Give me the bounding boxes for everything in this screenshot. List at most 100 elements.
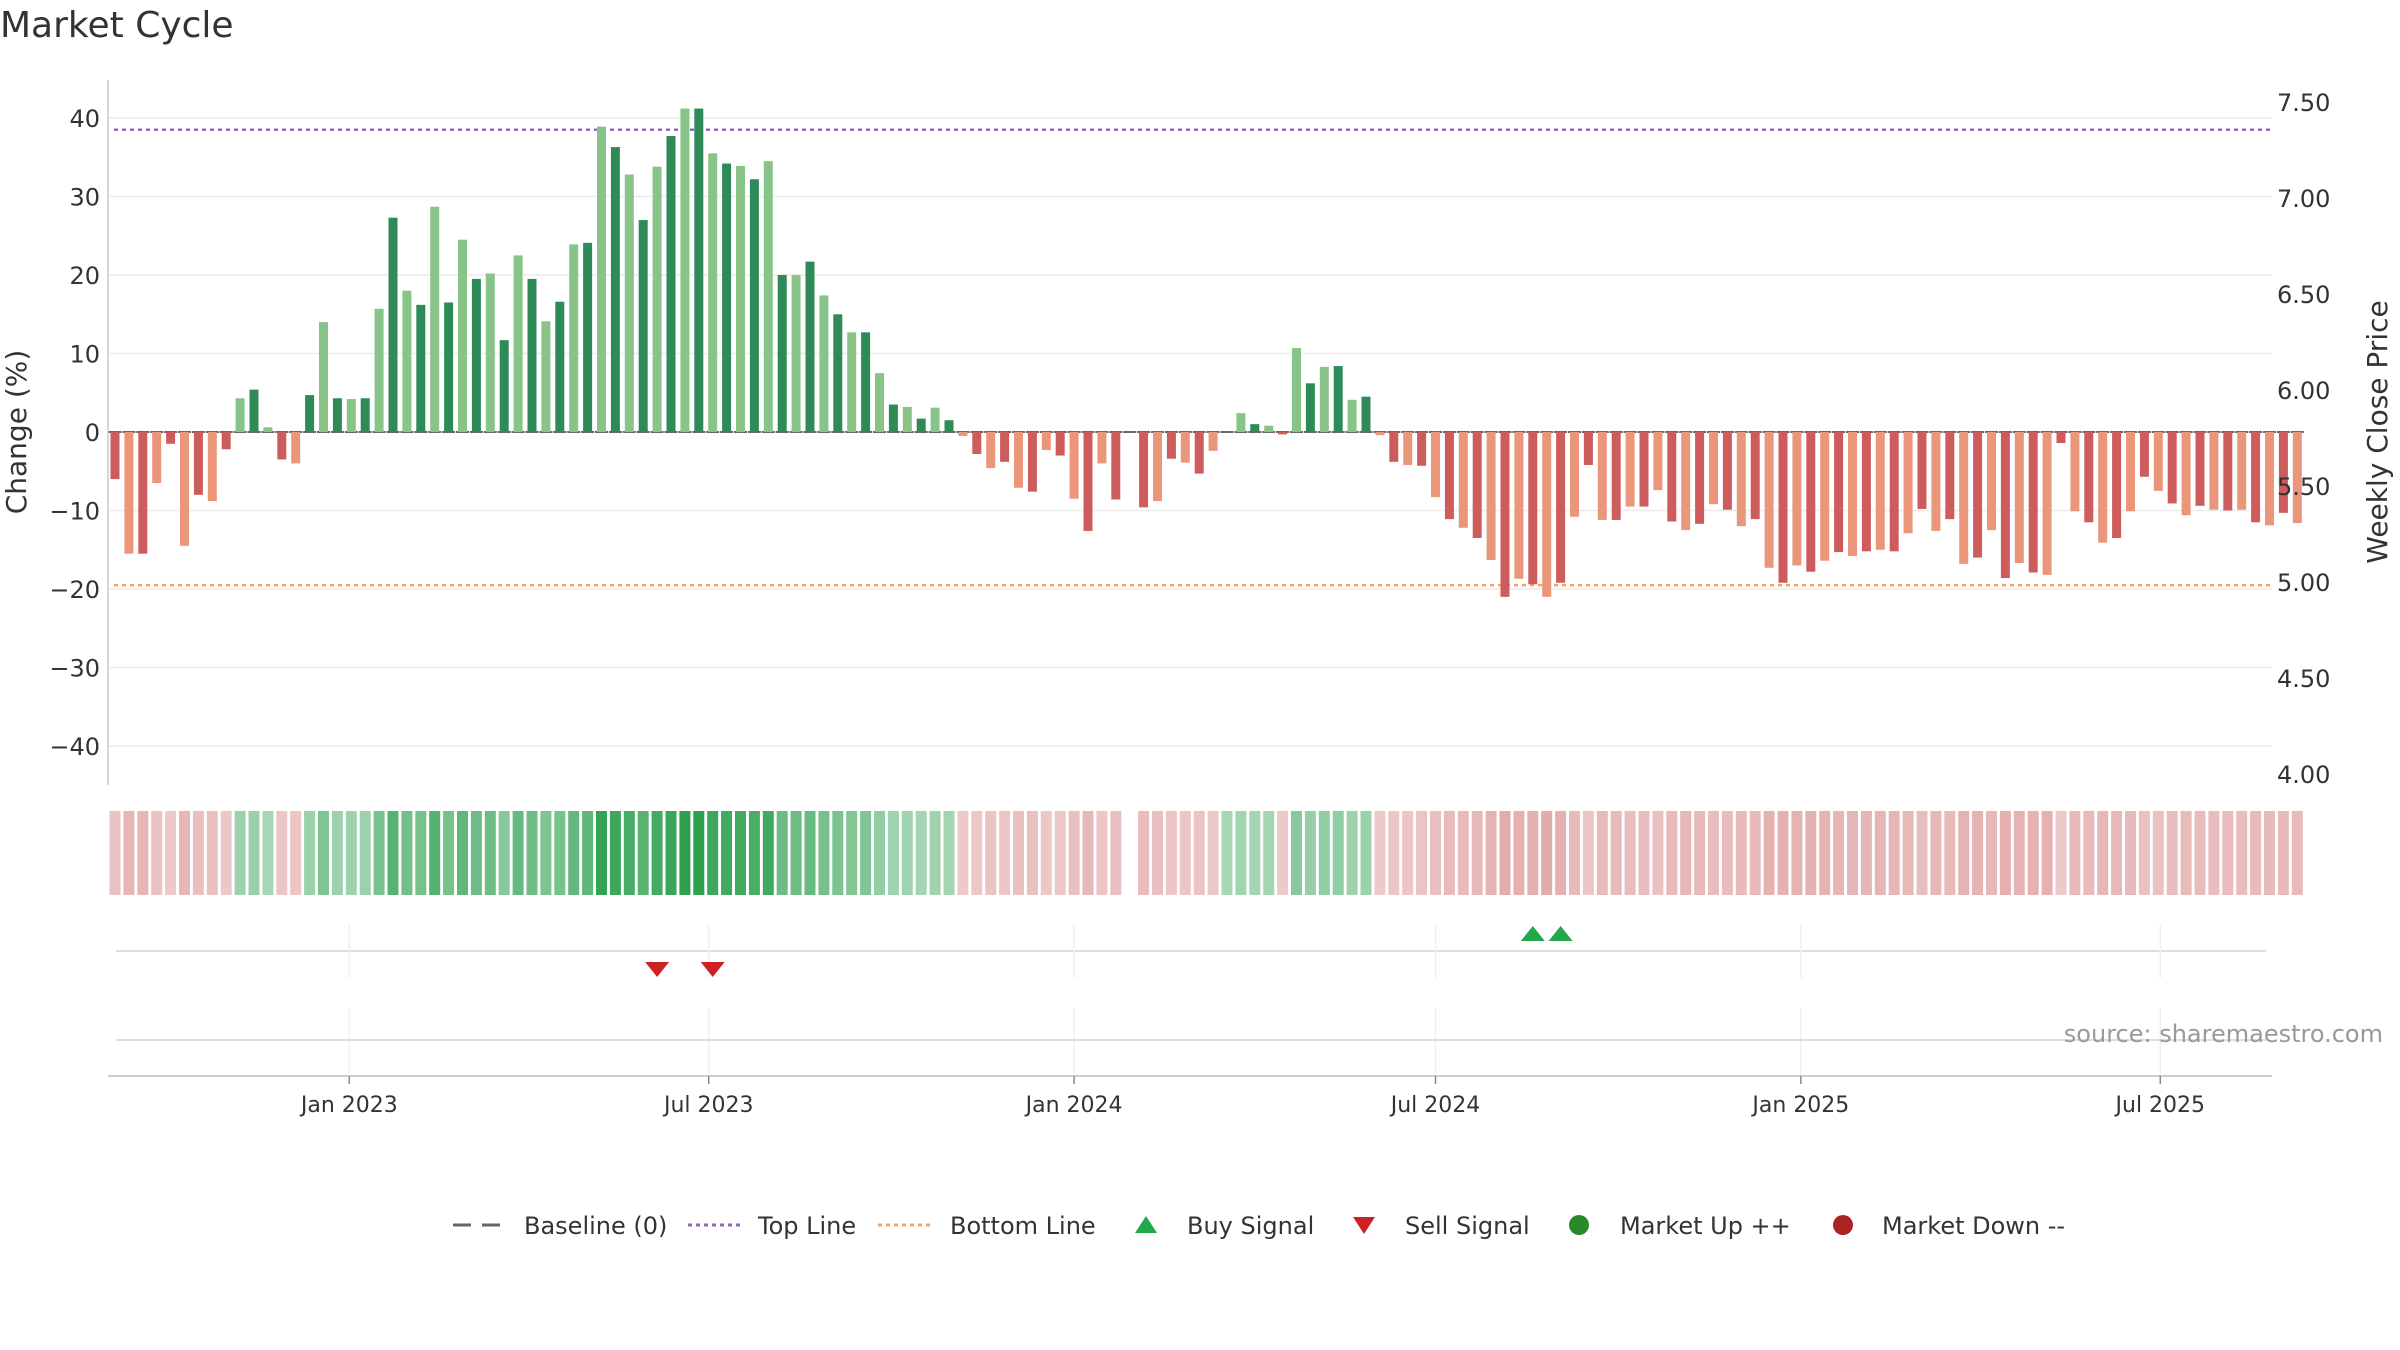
y2-axis-label: Weekly Close Price <box>2361 300 2394 563</box>
legend-circle-icon <box>1833 1215 1853 1235</box>
bar <box>1695 432 1705 524</box>
bar <box>777 275 787 432</box>
strip-cell <box>1888 811 1900 895</box>
strip-cell <box>1402 811 1414 895</box>
strip-cell <box>2055 811 2067 895</box>
bar <box>1319 366 1329 432</box>
strip-cell <box>1680 811 1692 895</box>
strip-cell <box>1054 811 1066 895</box>
strip-cell <box>1833 811 1845 895</box>
legend: Baseline (0) Top Line Bottom Line Buy Signa… <box>453 1212 2065 1240</box>
strip-cell <box>1138 811 1150 895</box>
bar <box>2251 432 2261 523</box>
strip-cell <box>1555 811 1567 895</box>
strip-cell <box>304 811 316 895</box>
strip-cell <box>137 811 149 895</box>
strip-cell <box>679 811 691 895</box>
bar <box>1500 432 1510 597</box>
strip-cell <box>109 811 121 895</box>
strip-cell <box>2111 811 2123 895</box>
strip-cell <box>248 811 260 895</box>
bar <box>1875 432 1885 550</box>
x-tick-label: Jan 2025 <box>1750 1093 1849 1118</box>
bar <box>1750 432 1760 520</box>
strip-cell <box>359 811 371 895</box>
bar <box>1667 432 1677 522</box>
bar <box>1987 432 1996 531</box>
bar <box>471 278 481 432</box>
x-tick-label: Jan 2023 <box>299 1093 398 1118</box>
strip-cell <box>457 811 468 895</box>
bar <box>875 373 884 432</box>
bar <box>2028 432 2038 573</box>
bar <box>1778 432 1788 583</box>
bar <box>1834 432 1844 553</box>
strip-cell <box>1652 811 1664 895</box>
bar <box>1472 432 1482 538</box>
strip-cell <box>1179 811 1191 895</box>
strip-cell <box>526 811 538 895</box>
strip-cell <box>262 811 274 895</box>
strip-cell <box>1638 811 1650 895</box>
strip-cell <box>318 811 329 895</box>
x-tick-label: Jul 2025 <box>2114 1093 2206 1118</box>
strip-cell <box>179 811 190 895</box>
y2-axis-ticks: 7.50 7.00 6.50 6.00 5.50 5.00 4.50 4.00 <box>2277 89 2330 789</box>
strip-cell <box>1582 811 1594 895</box>
strip-cell <box>401 811 413 895</box>
strip-cell <box>1193 811 1205 895</box>
strip-cell <box>2222 811 2234 895</box>
strip-cell <box>832 811 844 895</box>
strip-cell <box>818 811 830 895</box>
strip-cell <box>443 811 455 895</box>
bar <box>652 166 662 433</box>
bar <box>944 420 954 432</box>
bar <box>1375 432 1385 436</box>
strip-cell <box>915 811 927 895</box>
x-tick-label: Jul 2023 <box>662 1093 754 1118</box>
bar <box>1973 432 1983 558</box>
strip-cell <box>1499 811 1511 895</box>
strip-cell <box>804 811 816 895</box>
bars-series <box>110 108 2302 597</box>
legend-label: Bottom Line <box>950 1212 1096 1240</box>
strip-cell <box>1096 811 1108 895</box>
bar <box>1111 432 1121 500</box>
strip-cell <box>596 811 607 895</box>
strip-cell <box>2027 811 2039 895</box>
bar <box>2223 432 2233 511</box>
strip-cell <box>276 811 288 895</box>
y-tick-label: −20 <box>49 576 100 604</box>
bar <box>1236 413 1246 432</box>
strip-cell <box>220 811 232 895</box>
bar <box>499 340 509 432</box>
bar <box>986 432 996 469</box>
bar <box>1792 432 1802 566</box>
bar <box>1083 432 1093 531</box>
strip-cell <box>1249 811 1261 895</box>
bar <box>513 255 523 432</box>
strip-cell <box>1346 811 1358 895</box>
strip-cell <box>1235 811 1247 895</box>
strip-cell <box>623 811 635 895</box>
bar <box>2014 432 2024 564</box>
legend-label: Market Down -- <box>1882 1212 2065 1240</box>
bar <box>2070 432 2080 512</box>
y-axis-ticks: 40 30 20 10 0 −10 −20 −30 −40 <box>49 105 100 761</box>
grid-lines <box>108 117 2272 747</box>
strip-cell <box>554 811 566 895</box>
y2-tick-label: 4.00 <box>2277 761 2330 789</box>
bar <box>1583 432 1593 465</box>
strip-cell <box>776 811 788 895</box>
bar <box>694 108 704 432</box>
y2-tick-label: 6.00 <box>2277 377 2330 405</box>
y2-tick-label: 7.50 <box>2277 89 2330 117</box>
strip-cell <box>1443 811 1455 895</box>
bar <box>1542 432 1552 597</box>
bar <box>1055 432 1065 456</box>
strip-cell <box>331 811 343 895</box>
bar <box>305 395 315 432</box>
bar <box>138 432 148 554</box>
strip-cell <box>1416 811 1428 895</box>
y-tick-label: 30 <box>69 184 100 212</box>
